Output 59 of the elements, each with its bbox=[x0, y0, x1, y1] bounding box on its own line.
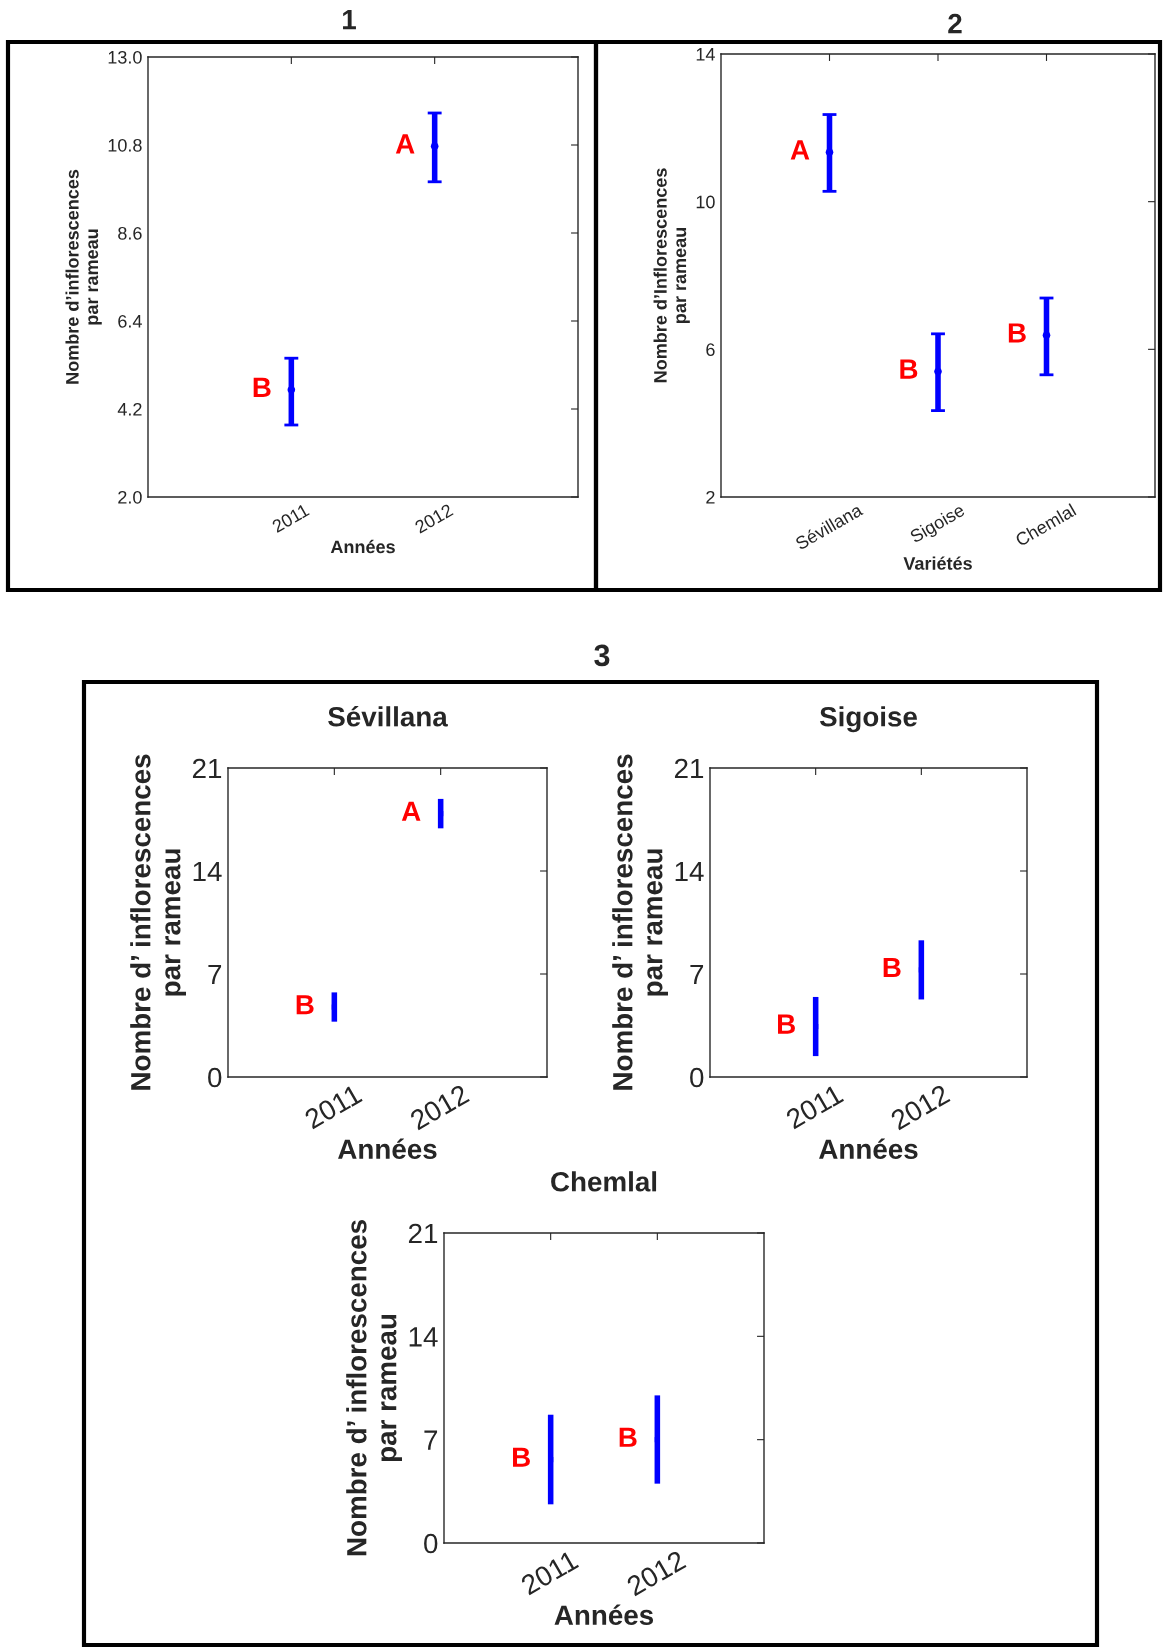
chart-title: 1 bbox=[343, 10, 356, 30]
x-axis-title: Années bbox=[554, 1604, 654, 1626]
chart-title: Chemlal bbox=[551, 1171, 657, 1192]
x-tick-label: 2012 bbox=[414, 503, 454, 534]
y-tick-label: 13.0 bbox=[108, 50, 142, 64]
y-axis-title: Nombre d’ inflorescences par rameau bbox=[612, 754, 668, 1090]
y-tick-label: 2.0 bbox=[118, 490, 142, 504]
x-tick-label: 2012 bbox=[889, 1083, 951, 1131]
annotation: B bbox=[900, 359, 918, 379]
x-tick-label: 2012 bbox=[625, 1549, 687, 1597]
y-tick-label: 2 bbox=[706, 490, 715, 504]
y-tick-label: 14 bbox=[193, 861, 222, 882]
y-tick-label: 0 bbox=[208, 1067, 222, 1088]
y-tick-label: 14 bbox=[696, 48, 715, 61]
chart-title: Sévillana bbox=[328, 705, 448, 727]
text: 3 bbox=[594, 644, 610, 667]
y-tick-label: 21 bbox=[192, 758, 222, 779]
y-tick-label: 14 bbox=[675, 861, 704, 882]
y-tick-label: 10 bbox=[696, 195, 715, 209]
annotation: B bbox=[296, 995, 314, 1015]
y-tick-label: 7 bbox=[424, 1430, 438, 1450]
y-axis-title: Nombre d’Inflorescences par rameau bbox=[653, 168, 690, 383]
x-tick-label: 2012 bbox=[409, 1083, 470, 1131]
y-tick-label: 7 bbox=[690, 964, 704, 985]
annotation: B bbox=[253, 377, 271, 397]
y-tick-label: 0 bbox=[690, 1067, 704, 1088]
y-tick-label: 8.6 bbox=[118, 226, 142, 240]
annotation: B bbox=[883, 957, 901, 978]
annotation: B bbox=[778, 1014, 795, 1034]
x-axis-title: Années bbox=[338, 1138, 437, 1160]
y-tick-label: 10.8 bbox=[108, 138, 142, 152]
y-tick-label: 6.4 bbox=[118, 314, 142, 328]
y-tick-label: 6 bbox=[706, 343, 715, 357]
annotation: A bbox=[790, 140, 810, 160]
annotation: A bbox=[395, 134, 415, 154]
point bbox=[825, 148, 834, 156]
chart-title: Sigoise bbox=[819, 706, 917, 733]
point bbox=[934, 367, 942, 376]
y-axis-title: Nombre d’inflorescences par rameau bbox=[65, 169, 102, 384]
y-axis-title: Nombre d’ inflorescences par rameau bbox=[346, 1220, 402, 1556]
y-tick-label: 21 bbox=[408, 1223, 438, 1244]
annotation: A bbox=[401, 801, 421, 821]
x-tick-label: 2011 bbox=[784, 1083, 845, 1130]
y-tick-label: 14 bbox=[409, 1327, 438, 1347]
annotation: B bbox=[1008, 323, 1026, 343]
y-tick-label: 21 bbox=[674, 758, 704, 779]
annotation: B bbox=[513, 1447, 530, 1467]
chart-title: 2 bbox=[948, 13, 962, 34]
y-tick-label: 0 bbox=[424, 1533, 438, 1554]
x-axis-title: Années bbox=[819, 1138, 918, 1160]
x-tick-label: 2011 bbox=[271, 503, 310, 533]
annotation: B bbox=[619, 1427, 637, 1447]
y-tick-label: 7 bbox=[208, 964, 222, 985]
y-axis-title: Nombre d’ inflorescences par rameau bbox=[130, 754, 186, 1090]
y-tick-label: 4.2 bbox=[117, 402, 142, 416]
x-tick-label: 2011 bbox=[303, 1083, 363, 1130]
x-tick-label: 2011 bbox=[519, 1549, 580, 1596]
x-axis-title: Variétés bbox=[903, 556, 972, 570]
x-axis-title: Années bbox=[330, 539, 395, 554]
